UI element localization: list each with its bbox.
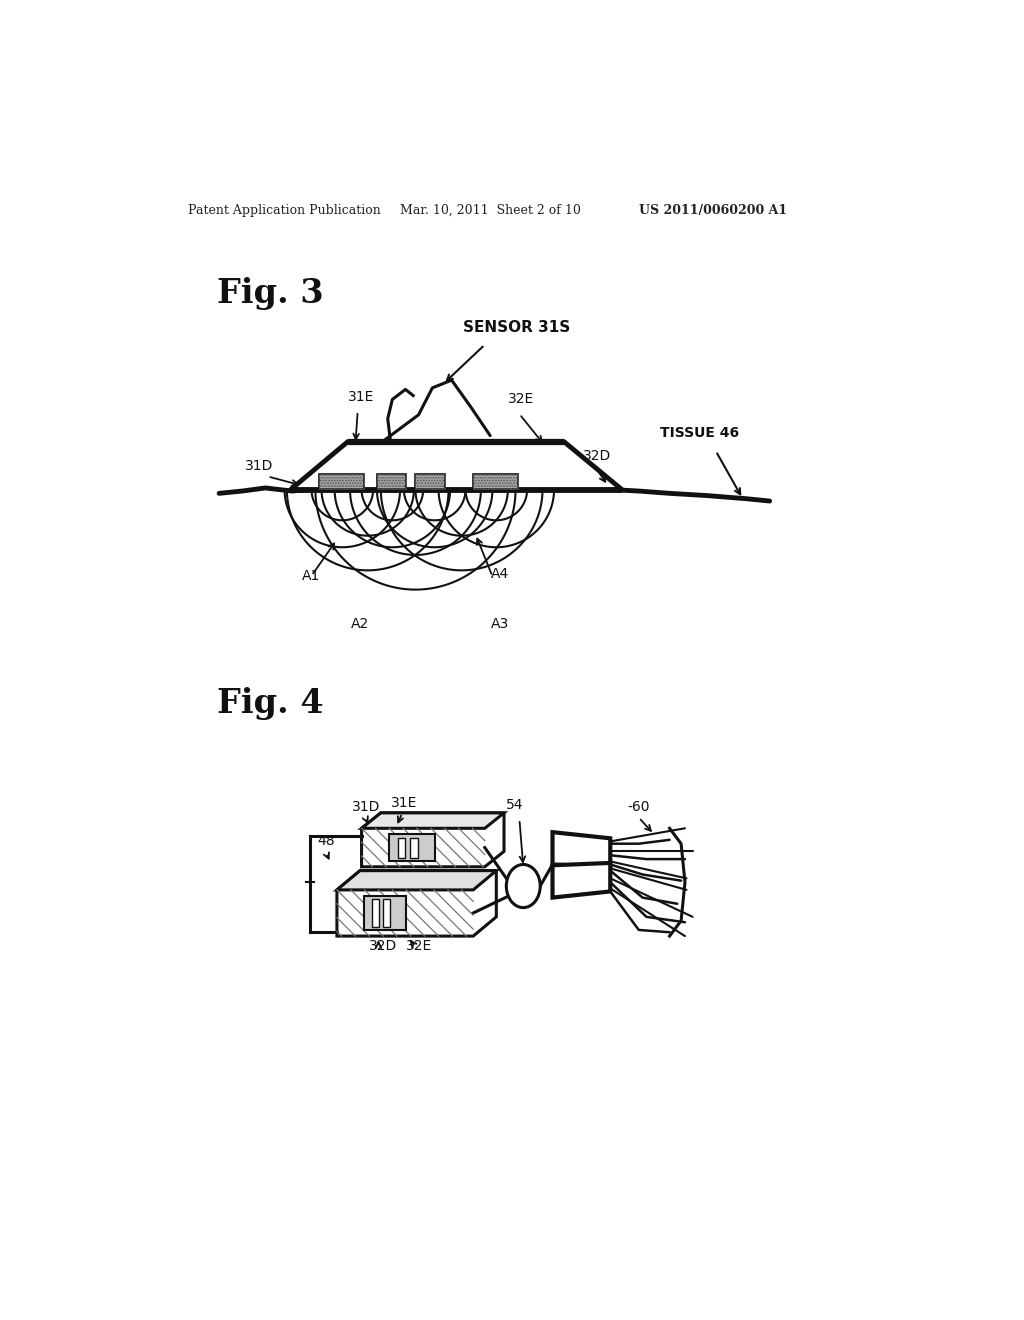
Bar <box>377 474 407 488</box>
Bar <box>473 474 518 488</box>
Bar <box>410 837 418 858</box>
Bar <box>416 474 444 488</box>
Text: 31D: 31D <box>352 800 381 814</box>
Text: US 2011/0060200 A1: US 2011/0060200 A1 <box>639 203 786 216</box>
Text: 32D: 32D <box>370 939 397 953</box>
Bar <box>372 899 379 927</box>
Text: A3: A3 <box>490 618 509 631</box>
Polygon shape <box>361 813 504 829</box>
Text: SENSOR 31S: SENSOR 31S <box>463 319 570 335</box>
Bar <box>377 474 407 488</box>
Polygon shape <box>337 871 497 936</box>
Polygon shape <box>553 863 610 898</box>
Text: A2: A2 <box>351 618 369 631</box>
Text: 31D: 31D <box>245 459 272 474</box>
Bar <box>388 834 435 861</box>
Text: 31E: 31E <box>391 796 417 809</box>
Bar <box>383 899 390 927</box>
Text: Fig. 3: Fig. 3 <box>217 277 324 310</box>
Polygon shape <box>361 813 504 867</box>
Text: 48: 48 <box>316 834 335 849</box>
Text: 31E: 31E <box>348 389 374 404</box>
Polygon shape <box>337 871 497 890</box>
Bar <box>416 474 444 488</box>
Text: 32D: 32D <box>584 449 611 463</box>
Text: 32E: 32E <box>508 392 535 407</box>
Polygon shape <box>291 442 622 490</box>
Bar <box>397 837 406 858</box>
Polygon shape <box>553 832 610 867</box>
Bar <box>364 896 407 929</box>
Text: 54: 54 <box>506 799 524 812</box>
Text: Fig. 4: Fig. 4 <box>217 686 324 719</box>
Text: A4: A4 <box>490 568 509 581</box>
Ellipse shape <box>506 865 541 908</box>
Text: A1: A1 <box>301 569 319 583</box>
Text: Mar. 10, 2011  Sheet 2 of 10: Mar. 10, 2011 Sheet 2 of 10 <box>400 203 581 216</box>
Text: Patent Application Publication: Patent Application Publication <box>188 203 381 216</box>
Bar <box>319 474 364 488</box>
Text: -60: -60 <box>628 800 649 814</box>
Text: 32E: 32E <box>407 939 432 953</box>
Text: TISSUE 46: TISSUE 46 <box>660 426 739 440</box>
Bar <box>473 474 518 488</box>
Bar <box>319 474 364 488</box>
